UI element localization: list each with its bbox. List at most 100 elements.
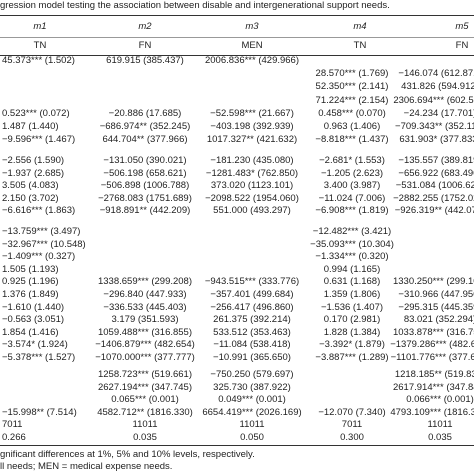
table-cell: 1033.878*** (316.755) — [392, 326, 474, 338]
table-cell: −12.482*** (3.421) — [312, 226, 392, 237]
table-cell: −15.998** (7.514) — [2, 406, 77, 418]
table-cell: 4793.109*** (1816.339) — [390, 406, 474, 418]
outcome-header: TN — [353, 40, 367, 51]
table-cell: 0.170 (2.981) — [323, 314, 381, 326]
table-cell: −709.343** (352.113) — [395, 121, 474, 132]
table-cell: −1379.286*** (482.654) — [390, 339, 474, 351]
table-cell: −295.315 (445.359) — [398, 301, 474, 313]
table-cell: 431.826 (594.912) — [401, 81, 474, 93]
table-note: gnificant differences at 1%, 5% and 10% … — [0, 449, 255, 460]
table-cell: 45.373*** (1.502) — [2, 55, 75, 66]
table-cell: −943.515*** (333.776) — [204, 276, 300, 288]
table-cell: 3.400 (3.987) — [323, 180, 381, 192]
table-cell: 0.994 (1.165) — [323, 263, 381, 275]
table-cell: −3.887*** (1.289) — [315, 352, 389, 363]
table-cell: 0.458*** (0.070) — [318, 107, 386, 119]
table-cell: 7011 — [2, 419, 23, 430]
table-cell: −35.093*** (10.304) — [310, 238, 394, 250]
table-cell: −2768.083 (1751.689) — [98, 192, 192, 204]
table-cell: −8.818*** (1.437) — [315, 134, 389, 146]
table-cell: −52.598*** (21.667) — [210, 107, 294, 119]
table-cell: 2617.914*** (347.843) — [392, 381, 474, 393]
table-cell: −926.319** (442.075) — [394, 205, 474, 217]
table-cell: 11011 — [427, 419, 453, 430]
table-cell: 0.963 (1.406) — [323, 121, 381, 132]
table-cell: 28.570*** (1.769) — [315, 68, 389, 80]
table-cell: −9.596*** (1.467) — [2, 134, 76, 146]
table-cell: 0.049*** (0.001) — [218, 394, 286, 405]
table-cell: −13.759*** (3.497) — [2, 226, 81, 237]
model-header: m4 — [353, 21, 367, 32]
table-cell: −2.681* (1.553) — [319, 155, 385, 166]
table-cell: −10.991 (365.650) — [213, 352, 291, 363]
table-cell: 1.487 (1.440) — [2, 121, 59, 132]
table-cell: 1.854 (1.416) — [2, 326, 59, 338]
table-cell: −256.417 (496.860) — [210, 301, 294, 313]
table-cell: 0.631 (1.168) — [323, 276, 381, 288]
rule — [0, 55, 474, 56]
table-cell: 261.375 (392.214) — [213, 314, 291, 326]
table-cell: −3.392* (1.879) — [319, 339, 385, 351]
table-cell: −357.401 (499.684) — [210, 289, 294, 300]
table-cell: −3.574* (1.924) — [2, 339, 68, 351]
table-cell: −146.074 (612.871) — [398, 68, 474, 80]
model-header: m2 — [138, 21, 152, 32]
table-cell: −403.198 (392.939) — [210, 121, 294, 132]
table-cell: 71.224*** (2.154) — [315, 94, 389, 106]
table-cell: −32.967*** (10.548) — [2, 238, 86, 250]
model-header: m5 — [455, 21, 469, 32]
table-cell: 373.020 (1123.101) — [210, 180, 294, 192]
table-cell: 1338.659*** (299.208) — [97, 276, 193, 288]
table-cell: 7011 — [341, 419, 363, 430]
table-cell: −5.378*** (1.527) — [2, 352, 76, 363]
outcome-header: FN — [138, 40, 152, 51]
rule — [0, 445, 474, 446]
table-cell: 6654.419*** (2026.169) — [202, 406, 302, 418]
model-header: m3 — [245, 21, 259, 32]
table-cell: −918.891** (442.209) — [99, 205, 191, 217]
table-cell: −1406.879*** (482.654) — [95, 339, 195, 351]
table-cell: 0.300 — [340, 431, 364, 443]
table-cell: 1.359 (1.806) — [323, 289, 381, 300]
rule — [0, 15, 474, 16]
table-cell: −135.557 (389.819) — [398, 155, 474, 166]
table-title: gression model testing the association b… — [0, 0, 390, 11]
table-cell: 631.903* (377.833) — [399, 134, 474, 146]
table-cell: −1101.776*** (377.634) — [390, 352, 474, 363]
table-cell: 1.376 (1.849) — [2, 289, 59, 300]
table-cell: 2006.836*** (429.966) — [204, 55, 300, 66]
outcome-header: FN — [455, 40, 469, 51]
table-cell: 0.266 — [2, 431, 26, 443]
table-cell: 0.035 — [133, 431, 157, 443]
table-cell: −12.070 (7.340) — [318, 406, 386, 418]
table-cell: −2098.522 (1954.060) — [205, 192, 299, 204]
table-cell: −1.334*** (0.320) — [315, 251, 389, 263]
table-cell: 533.512 (353.463) — [213, 326, 291, 338]
table-cell: −1.205 (2.623) — [320, 167, 384, 179]
table-cell: −686.974** (352.245) — [99, 121, 191, 132]
table-cell: 1258.723*** (519.661) — [97, 369, 193, 380]
table-cell: −20.886 (17.685) — [108, 107, 182, 119]
table-cell: 1330.250*** (299.108) — [392, 276, 474, 288]
table-note: ll needs; MEN = medical expense needs. — [0, 461, 173, 472]
table-cell: −506.198 (658.621) — [103, 167, 187, 179]
table-cell: 2306.694*** (602.511) — [393, 94, 474, 106]
table-cell: −1.536 (1.407) — [320, 301, 384, 313]
table-cell: 1218.185** (519.837) — [394, 369, 474, 380]
table-cell: −131.050 (390.021) — [103, 155, 187, 166]
table-cell: 4582.712** (1816.330) — [97, 406, 193, 418]
table-cell: −1281.483* (762.850) — [205, 167, 299, 179]
table-cell: 644.704** (377.966) — [102, 134, 188, 146]
table-cell: 0.050 — [240, 431, 264, 443]
table-cell: −531.084 (1006.624) — [395, 180, 474, 192]
table-cell: −6.616*** (1.863) — [2, 205, 76, 217]
rule — [0, 37, 474, 38]
table-cell: −1.409*** (0.327) — [2, 251, 76, 263]
table-cell: 3.179 (351.593) — [111, 314, 179, 326]
table-cell: −1.937 (2.685) — [2, 167, 65, 179]
table-cell: 1059.488*** (316.855) — [97, 326, 193, 338]
table-cell: −2882.255 (1752.029) — [393, 192, 474, 204]
table-cell: −506.898 (1006.788) — [100, 180, 190, 192]
table-cell: 0.523*** (0.072) — [2, 107, 70, 119]
